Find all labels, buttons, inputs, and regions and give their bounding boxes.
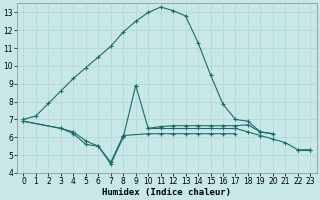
X-axis label: Humidex (Indice chaleur): Humidex (Indice chaleur) [102,188,231,197]
